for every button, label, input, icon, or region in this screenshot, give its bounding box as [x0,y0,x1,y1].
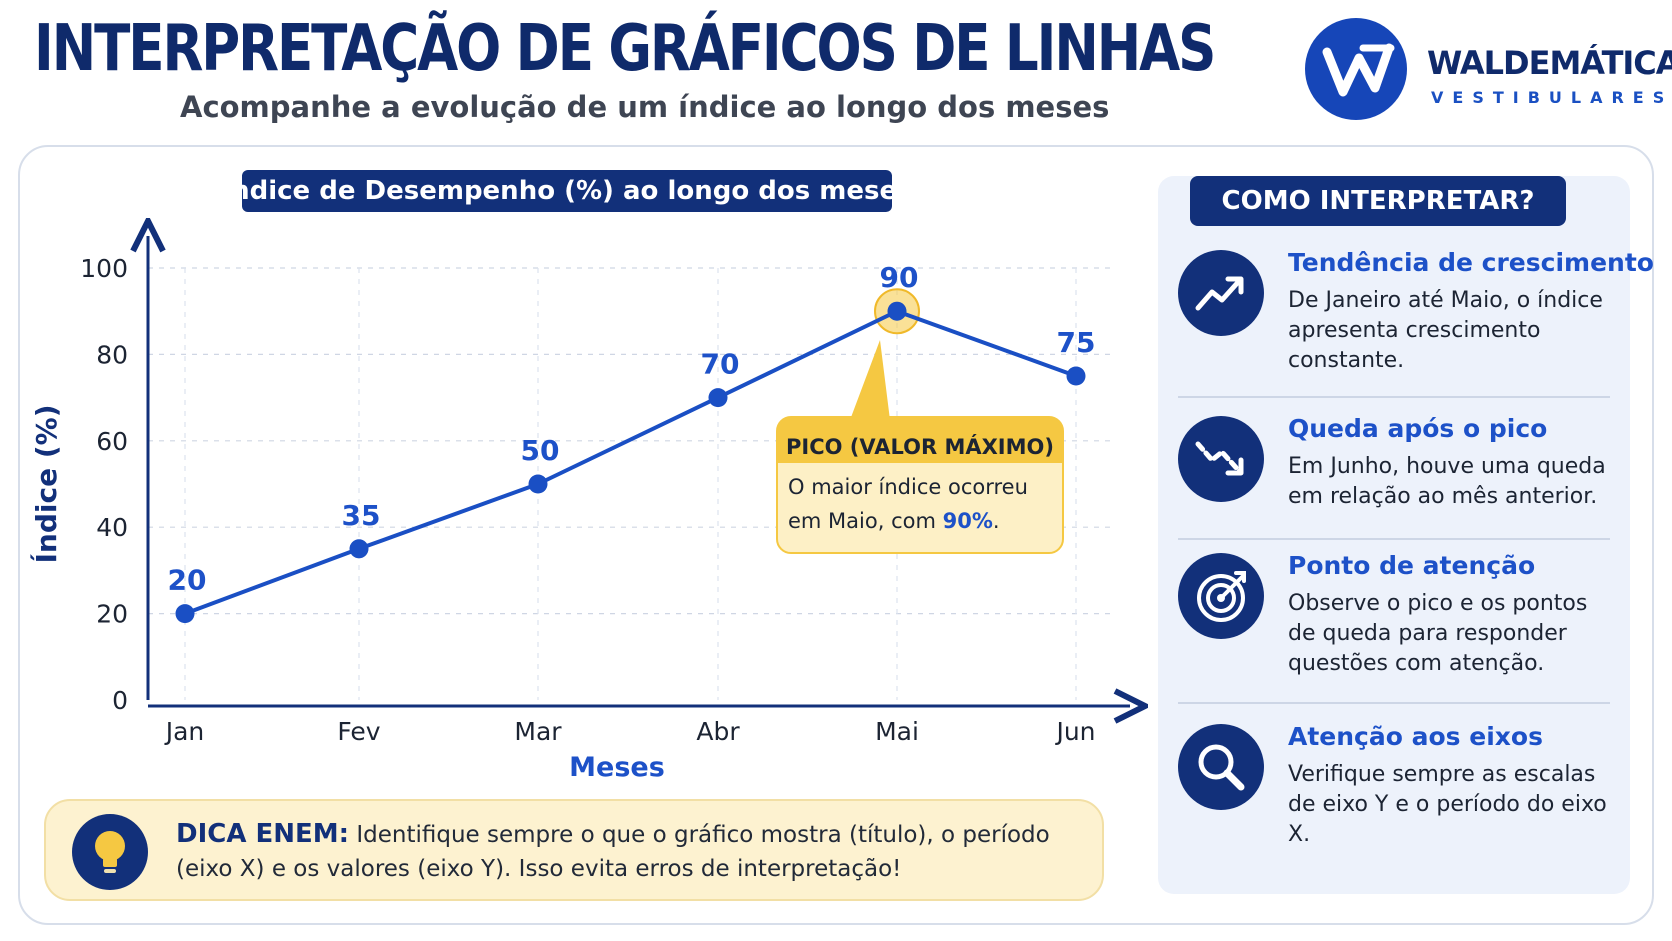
page-subtitle: Acompanhe a evolução de um índice ao lon… [180,90,1110,124]
data-points [175,301,1086,624]
divider [1178,702,1610,704]
data-point [528,474,548,494]
peak-callout: PICO (VALOR MÁXIMO) O maior índice ocorr… [776,340,1064,554]
trend-down-icon [1178,416,1264,502]
divider [1178,538,1610,540]
target-icon [1178,553,1264,639]
peak-callout-title: PICO (VALOR MÁXIMO) [786,434,1054,459]
data-label: 70 [701,348,740,381]
data-label: 50 [521,434,560,467]
x-tick-label: Abr [696,717,740,746]
data-label: 20 [168,564,207,597]
x-tick-label: Jun [1054,717,1095,746]
data-label: 90 [880,261,919,294]
x-tick-label: Mai [875,717,919,746]
x-tick-label: Jan [164,717,205,746]
interpretation-panel: COMO INTERPRETAR? Tendência de crescimen… [1158,176,1654,894]
peak-callout-text: O maior índice ocorreu em Maio, com [788,475,1028,533]
series-line [184,309,1077,616]
item-text: Observe o pico e os pontos de queda para… [1288,591,1588,676]
magnifier-icon [1178,724,1264,810]
data-labels: 20 35 50 70 90 75 [168,261,1096,596]
y-tick-label: 20 [96,600,128,629]
page-title: INTERPRETAÇÃO DE GRÁFICOS DE LINHAS [34,12,1216,86]
y-tick-label: 100 [80,254,128,283]
data-point [349,539,369,559]
chart-title: Índice de Desempenho (%) ao longo dos me… [221,170,913,212]
data-point [175,604,195,624]
logo-mark-icon [1305,18,1407,120]
trend-up-icon [1178,250,1264,336]
x-axis-title: Meses [569,752,665,783]
item-title: Tendência de crescimento [1288,248,1654,277]
y-tick-label: 0 [112,686,128,715]
y-tick-labels: 0 20 40 60 80 100 [80,254,128,715]
item-title: Atenção aos eixos [1288,722,1543,751]
data-point [1066,366,1086,386]
lightbulb-icon [72,814,148,890]
item-text: Verifique sempre as escalas de eixo Y e … [1288,762,1607,847]
item-text: Em Junho, houve uma queda em relação ao … [1288,454,1606,509]
x-tick-label: Mar [514,717,562,746]
enem-tip: DICA ENEM: Identifique sempre o que o gr… [44,799,1104,901]
item-title: Queda após o pico [1288,414,1548,443]
x-tick-label: Fev [337,717,380,746]
data-label: 35 [342,499,381,532]
y-tick-label: 40 [96,513,128,542]
peak-callout-value: 90% [942,509,993,533]
item-title: Ponto de atenção [1288,551,1536,580]
panel-title: COMO INTERPRETAR? [1190,176,1566,226]
y-tick-label: 60 [96,427,128,456]
tip-text: Identifique sempre o que o gráfico mostr… [176,822,1050,882]
line-chart: 0 20 40 60 80 100 Jan Fev Mar Abr Mai Jun Índice (… [29,0,1160,783]
data-point [887,301,907,321]
data-point [708,388,728,408]
divider [1178,396,1610,398]
y-tick-label: 80 [96,340,128,369]
x-tick-labels: Jan Fev Mar Abr Mai Jun [164,717,1096,746]
tip-label: DICA ENEM: [176,819,350,849]
y-axis-title: Índice (%) [29,405,63,564]
data-label: 75 [1057,326,1096,359]
brand-logo: WALDEMÁTICA VESTIBULARES [1305,18,1672,128]
logo-name: WALDEMÁTICA [1427,44,1672,82]
logo-tagline: VESTIBULARES [1431,88,1672,107]
item-text: De Janeiro até Maio, o índice apresenta … [1288,288,1603,373]
